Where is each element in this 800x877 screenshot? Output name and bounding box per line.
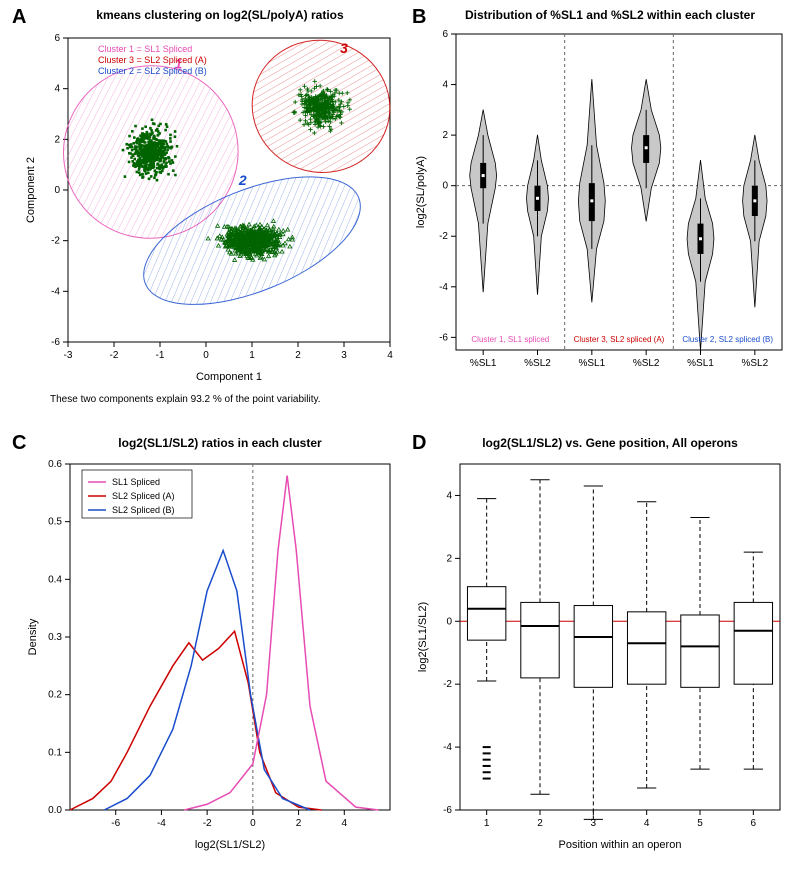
svg-text:Cluster 2, SL2 spliced (B): Cluster 2, SL2 spliced (B) (682, 335, 773, 344)
svg-text:1: 1 (249, 350, 255, 361)
svg-text:0.6: 0.6 (48, 459, 62, 470)
svg-text:0.2: 0.2 (48, 690, 62, 701)
svg-text:4: 4 (442, 80, 448, 91)
panel-a-caption: These two components explain 93.2 % of t… (50, 394, 321, 405)
svg-text:log2(SL1/SL2): log2(SL1/SL2) (417, 602, 429, 672)
svg-text:Cluster 1, SL1 spliced: Cluster 1, SL1 spliced (471, 335, 549, 344)
svg-text:Component 2: Component 2 (25, 157, 37, 223)
svg-text:4: 4 (446, 490, 452, 501)
panel-d: -6-4-2024123456Position within an operon… (410, 456, 790, 856)
svg-text:4: 4 (54, 84, 60, 95)
svg-text:-4: -4 (51, 286, 60, 297)
svg-text:4: 4 (342, 818, 348, 829)
panel-b-svg: -6 -4 -2 0 2 4 6 log2(SL/polyA) %SL1 %SL2 %SL1 %SL2… (410, 28, 790, 400)
svg-text:3: 3 (340, 40, 348, 56)
svg-text:log2(SL/polyA): log2(SL/polyA) (415, 156, 427, 228)
panel-c-label: C (12, 432, 26, 455)
svg-text:-4: -4 (443, 742, 452, 753)
panel-a-label: A (12, 6, 26, 29)
panel-c: -6 -4 -2 0 2 4 0.0 0.1 0.2 0.3 0.4 0.5 0.6 log2(SL1/S… (20, 456, 400, 856)
svg-text:SL2 Spliced (A): SL2 Spliced (A) (112, 491, 175, 501)
svg-text:0: 0 (203, 350, 209, 361)
svg-text:-2: -2 (110, 350, 119, 361)
svg-text:Cluster 3 = SL2 Spliced (A): Cluster 3 = SL2 Spliced (A) (98, 55, 207, 65)
panel-b: -6 -4 -2 0 2 4 6 log2(SL/polyA) %SL1 %SL2 %SL1 %SL2… (410, 28, 790, 400)
svg-text:3: 3 (341, 350, 347, 361)
svg-text:%SL1: %SL1 (578, 358, 605, 369)
svg-text:0.0: 0.0 (48, 805, 62, 816)
svg-text:%SL2: %SL2 (633, 358, 660, 369)
svg-text:-6: -6 (439, 332, 448, 343)
svg-text:Cluster 1 = SL1 Spliced: Cluster 1 = SL1 Spliced (98, 44, 192, 54)
svg-text:-4: -4 (157, 818, 166, 829)
svg-text:%SL2: %SL2 (741, 358, 768, 369)
svg-text:4: 4 (387, 350, 393, 361)
svg-text:2: 2 (295, 350, 301, 361)
svg-text:6: 6 (442, 29, 448, 40)
svg-text:-1: -1 (156, 350, 165, 361)
panel-b-label: B (412, 6, 426, 29)
svg-text:2: 2 (54, 134, 60, 145)
svg-text:-2: -2 (203, 818, 212, 829)
svg-text:-6: -6 (51, 337, 60, 348)
panel-a-title: kmeans clustering on log2(SL/polyA) rati… (50, 8, 390, 22)
svg-text:0.3: 0.3 (48, 632, 62, 643)
svg-text:%SL2: %SL2 (524, 358, 551, 369)
figure: A kmeans clustering on log2(SL/polyA) ra… (0, 0, 800, 877)
svg-text:0: 0 (54, 185, 60, 196)
svg-text:-6: -6 (111, 818, 120, 829)
svg-text:1: 1 (484, 818, 490, 829)
svg-text:%SL1: %SL1 (470, 358, 497, 369)
svg-text:%SL1: %SL1 (687, 358, 714, 369)
svg-text:Cluster 2 = SL2 Spliced (B): Cluster 2 = SL2 Spliced (B) (98, 66, 207, 76)
svg-text:0.1: 0.1 (48, 747, 62, 758)
svg-text:6: 6 (751, 818, 757, 829)
svg-text:Cluster 3, SL2 spliced (A): Cluster 3, SL2 spliced (A) (574, 335, 665, 344)
svg-text:0.4: 0.4 (48, 574, 62, 585)
svg-text:-4: -4 (439, 282, 448, 293)
svg-text:-2: -2 (51, 236, 60, 247)
panel-a: -3 -2 -1 0 1 2 3 4 -6 -4 -2 0 2 4 6 Component 1 Componen… (20, 28, 400, 388)
svg-text:2: 2 (238, 172, 247, 188)
svg-text:-2: -2 (439, 231, 448, 242)
svg-text:6: 6 (54, 33, 60, 44)
panel-c-title: log2(SL1/SL2) ratios in each cluster (60, 436, 380, 450)
svg-text:2: 2 (442, 130, 448, 141)
svg-text:4: 4 (644, 818, 650, 829)
svg-text:Component 1: Component 1 (196, 371, 262, 383)
panel-d-label: D (412, 432, 426, 455)
svg-text:log2(SL1/SL2): log2(SL1/SL2) (195, 839, 265, 851)
panel-d-svg: -6-4-2024123456Position within an operon… (410, 456, 790, 856)
svg-text:2: 2 (296, 818, 302, 829)
svg-text:Position within an operon: Position within an operon (559, 839, 682, 851)
svg-text:0: 0 (442, 181, 448, 192)
svg-text:SL1 Spliced: SL1 Spliced (112, 477, 160, 487)
svg-text:SL2 Spliced (B): SL2 Spliced (B) (112, 505, 175, 515)
svg-text:0: 0 (446, 616, 452, 627)
svg-text:0: 0 (250, 818, 256, 829)
svg-text:Density: Density (27, 618, 39, 655)
panel-d-title: log2(SL1/SL2) vs. Gene position, All ope… (440, 436, 780, 450)
svg-text:2: 2 (537, 818, 543, 829)
panel-a-svg: -3 -2 -1 0 1 2 3 4 -6 -4 -2 0 2 4 6 Component 1 Componen… (20, 28, 400, 388)
svg-text:0.5: 0.5 (48, 517, 62, 528)
svg-text:2: 2 (446, 553, 452, 564)
panel-c-svg: -6 -4 -2 0 2 4 0.0 0.1 0.2 0.3 0.4 0.5 0.6 log2(SL1/S… (20, 456, 400, 856)
svg-text:-6: -6 (443, 805, 452, 816)
panel-b-title: Distribution of %SL1 and %SL2 within eac… (440, 8, 780, 22)
svg-text:5: 5 (697, 818, 703, 829)
svg-text:-3: -3 (64, 350, 73, 361)
svg-text:-2: -2 (443, 679, 452, 690)
